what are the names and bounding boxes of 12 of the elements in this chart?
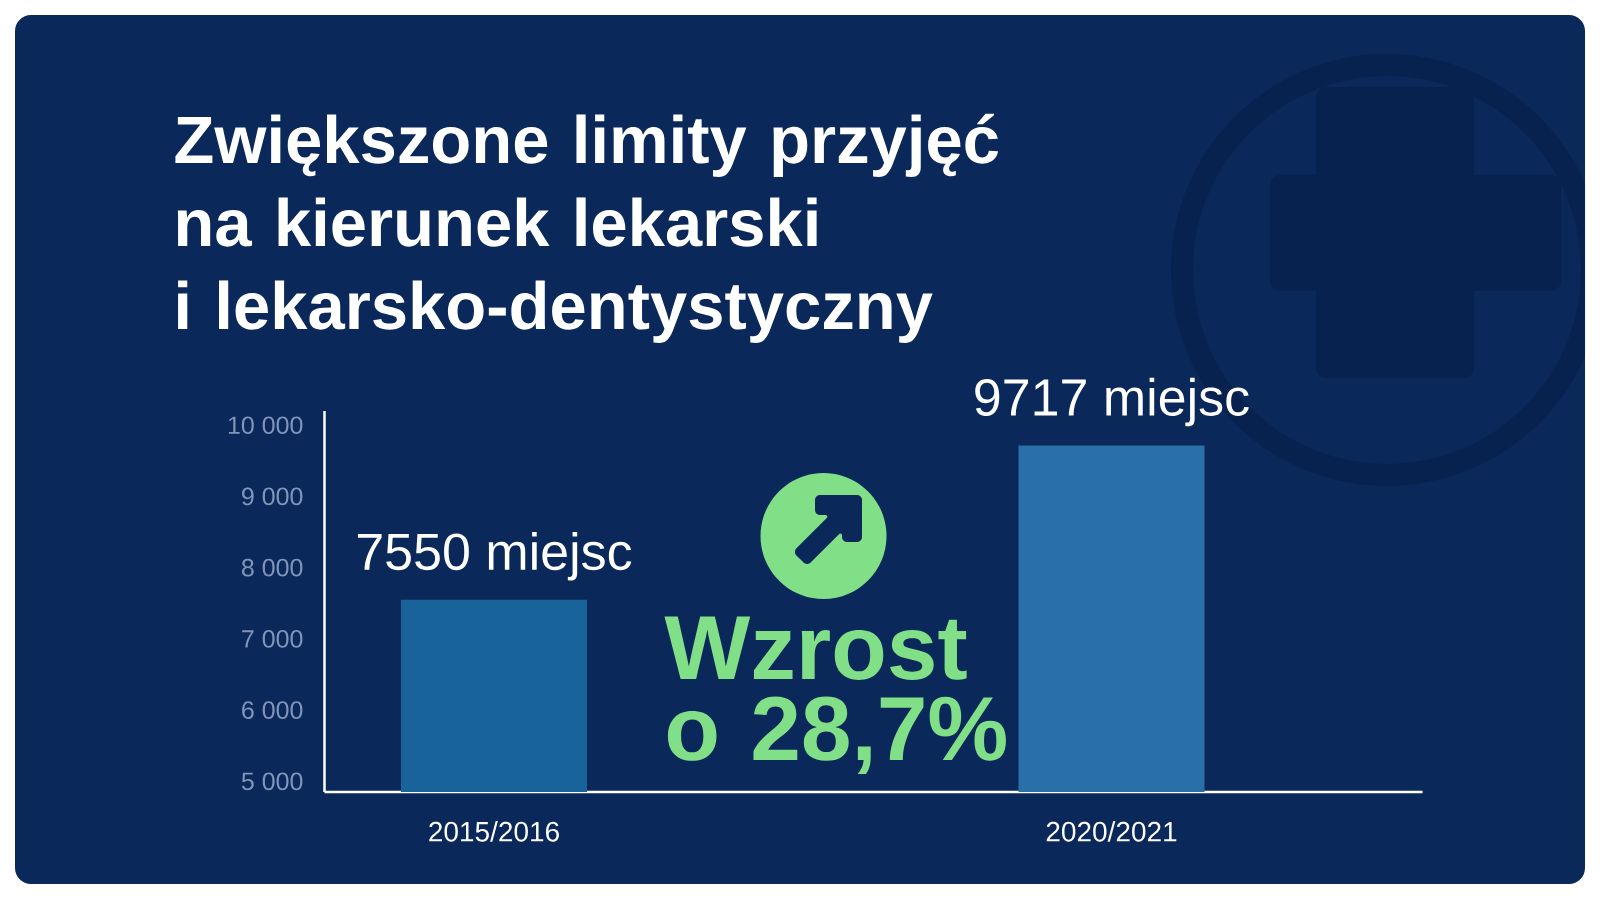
y-tick-label: 6 000 xyxy=(242,701,303,719)
y-tick-label: 8 000 xyxy=(241,558,303,577)
y-tick-label: 10 000 xyxy=(228,416,303,435)
y-tick-label: 9 000 xyxy=(242,487,303,506)
y-tick-label: 7 000 xyxy=(242,630,303,648)
chart-title: Zwiększone limity przyjęć na kierunek lekarski i lekarsko-dentystyczny xyxy=(175,113,999,343)
annotation: Wzrost o 28,7% xyxy=(664,616,1006,775)
x-tick-label: 2015/2016 xyxy=(429,821,559,842)
x-tick-label: 2020/2021 xyxy=(1046,821,1177,842)
data-label: 9717 miejsc xyxy=(975,377,1249,427)
data-label: 7550 miejsc xyxy=(357,532,632,581)
y-tick-label: 5 000 xyxy=(241,772,303,791)
